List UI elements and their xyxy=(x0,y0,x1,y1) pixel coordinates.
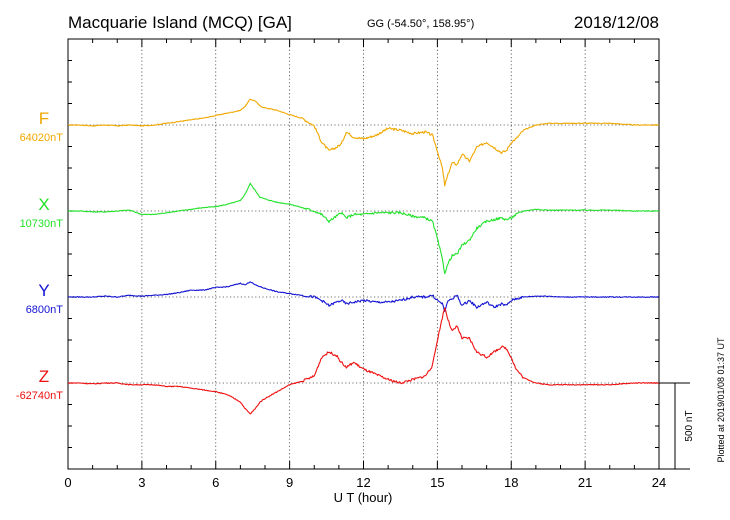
x-axis-title: U T (hour) xyxy=(334,490,393,505)
station-coords: GG (-54.50°, 158.95°) xyxy=(367,18,474,30)
x-tick-label: 0 xyxy=(64,475,71,490)
plot-frame xyxy=(67,38,660,470)
x-tick-label: 12 xyxy=(356,475,370,490)
x-tick-label: 15 xyxy=(430,475,444,490)
series-group xyxy=(67,98,660,415)
x-tick-label: 18 xyxy=(504,475,518,490)
series-line-z xyxy=(67,307,660,415)
x-tick-label: 24 xyxy=(652,475,666,490)
grid xyxy=(68,39,659,469)
series-labels: F 64020nT X 10730nT Y 6800nT Z -62740nT xyxy=(16,109,63,402)
series-name-z: Z xyxy=(39,367,49,386)
x-tick-label: 21 xyxy=(578,475,592,490)
station-title: Macquarie Island (MCQ) [GA] xyxy=(68,13,292,32)
x-tick-label: 9 xyxy=(286,475,293,490)
series-line-x xyxy=(67,182,660,275)
x-tick-label: 6 xyxy=(212,475,219,490)
scale-bar-label: 500 nT xyxy=(684,410,695,441)
series-line-f xyxy=(67,98,660,187)
series-name-f: F xyxy=(39,109,49,128)
scale-bar: 500 nT xyxy=(659,382,695,470)
series-baseline-y: 6800nT xyxy=(26,304,64,316)
plotted-note: Plotted at 2019/01/08 01:37 UT xyxy=(716,337,726,463)
x-tick-label: 3 xyxy=(138,475,145,490)
axis-ticks xyxy=(67,38,660,470)
series-line-y xyxy=(67,281,660,312)
x-tick-labels: 0 3 6 9 12 15 18 21 24 xyxy=(64,475,666,490)
series-name-y: Y xyxy=(38,281,49,300)
series-name-x: X xyxy=(38,195,49,214)
series-baseline-x: 10730nT xyxy=(20,218,64,230)
date-label: 2018/12/08 xyxy=(574,13,659,32)
series-baseline-z: -62740nT xyxy=(16,390,63,402)
series-baseline-f: 64020nT xyxy=(20,132,64,144)
